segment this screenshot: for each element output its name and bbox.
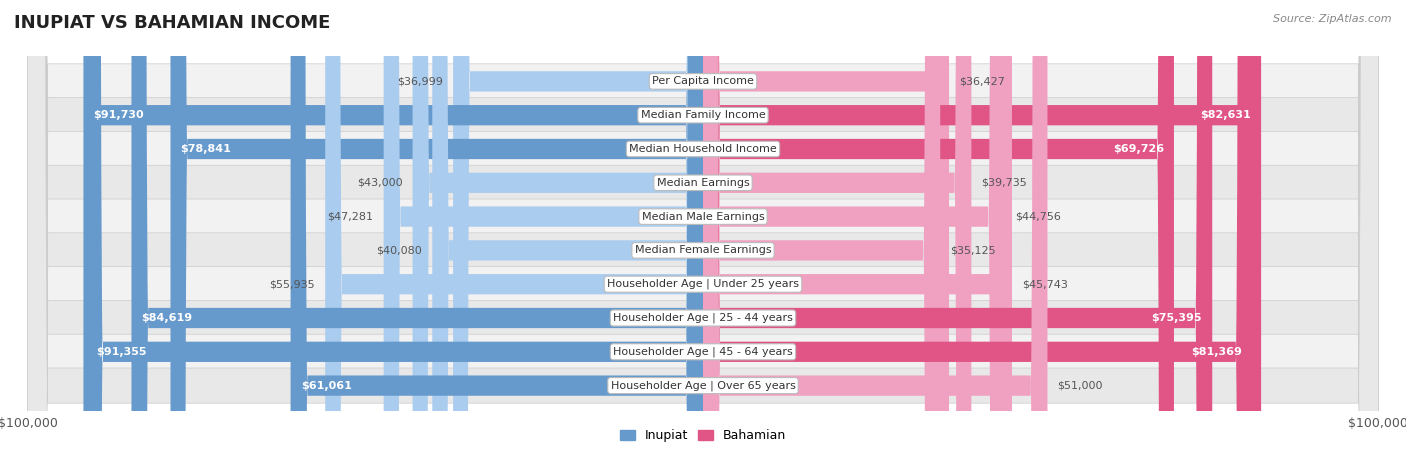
FancyBboxPatch shape [28, 0, 1378, 467]
FancyBboxPatch shape [703, 0, 972, 467]
FancyBboxPatch shape [384, 0, 703, 467]
Text: $75,395: $75,395 [1152, 313, 1202, 323]
Text: $43,000: $43,000 [357, 178, 402, 188]
FancyBboxPatch shape [28, 0, 1378, 467]
FancyBboxPatch shape [703, 0, 1261, 467]
Text: $81,369: $81,369 [1192, 347, 1243, 357]
Text: Median Family Income: Median Family Income [641, 110, 765, 120]
Text: Householder Age | Under 25 years: Householder Age | Under 25 years [607, 279, 799, 290]
Text: $82,631: $82,631 [1201, 110, 1251, 120]
Text: Median Household Income: Median Household Income [628, 144, 778, 154]
Text: INUPIAT VS BAHAMIAN INCOME: INUPIAT VS BAHAMIAN INCOME [14, 14, 330, 32]
FancyBboxPatch shape [28, 0, 1378, 467]
Text: $39,735: $39,735 [981, 178, 1028, 188]
Text: Median Female Earnings: Median Female Earnings [634, 245, 772, 255]
FancyBboxPatch shape [28, 0, 1378, 467]
FancyBboxPatch shape [86, 0, 703, 467]
FancyBboxPatch shape [28, 0, 1378, 467]
Text: $78,841: $78,841 [180, 144, 232, 154]
Text: $47,281: $47,281 [328, 212, 374, 222]
Text: $36,427: $36,427 [959, 77, 1005, 86]
Text: $55,935: $55,935 [270, 279, 315, 289]
Text: Median Earnings: Median Earnings [657, 178, 749, 188]
FancyBboxPatch shape [703, 0, 1174, 467]
Text: Householder Age | 45 - 64 years: Householder Age | 45 - 64 years [613, 347, 793, 357]
Text: $44,756: $44,756 [1015, 212, 1062, 222]
Text: $91,355: $91,355 [96, 347, 146, 357]
FancyBboxPatch shape [432, 0, 703, 467]
FancyBboxPatch shape [703, 0, 1047, 467]
FancyBboxPatch shape [28, 0, 1378, 467]
FancyBboxPatch shape [703, 0, 949, 467]
Text: $35,125: $35,125 [950, 245, 995, 255]
FancyBboxPatch shape [28, 0, 1378, 467]
Text: Per Capita Income: Per Capita Income [652, 77, 754, 86]
FancyBboxPatch shape [28, 0, 1378, 467]
FancyBboxPatch shape [703, 0, 1253, 467]
Text: $36,999: $36,999 [396, 77, 443, 86]
Text: Source: ZipAtlas.com: Source: ZipAtlas.com [1274, 14, 1392, 24]
Text: $91,730: $91,730 [94, 110, 145, 120]
FancyBboxPatch shape [291, 0, 703, 467]
FancyBboxPatch shape [453, 0, 703, 467]
FancyBboxPatch shape [703, 0, 1005, 467]
FancyBboxPatch shape [325, 0, 703, 467]
FancyBboxPatch shape [170, 0, 703, 467]
Text: $84,619: $84,619 [142, 313, 193, 323]
FancyBboxPatch shape [83, 0, 703, 467]
FancyBboxPatch shape [28, 0, 1378, 467]
FancyBboxPatch shape [703, 0, 1012, 467]
Text: $45,743: $45,743 [1022, 279, 1069, 289]
Text: Householder Age | Over 65 years: Householder Age | Over 65 years [610, 380, 796, 391]
Text: $40,080: $40,080 [377, 245, 422, 255]
Text: Householder Age | 25 - 44 years: Householder Age | 25 - 44 years [613, 313, 793, 323]
Text: Median Male Earnings: Median Male Earnings [641, 212, 765, 222]
FancyBboxPatch shape [28, 0, 1378, 467]
FancyBboxPatch shape [703, 0, 1212, 467]
Legend: Inupiat, Bahamian: Inupiat, Bahamian [614, 425, 792, 447]
Text: $51,000: $51,000 [1057, 381, 1104, 390]
Text: $61,061: $61,061 [301, 381, 352, 390]
FancyBboxPatch shape [412, 0, 703, 467]
FancyBboxPatch shape [703, 0, 941, 467]
FancyBboxPatch shape [131, 0, 703, 467]
Text: $69,726: $69,726 [1112, 144, 1164, 154]
